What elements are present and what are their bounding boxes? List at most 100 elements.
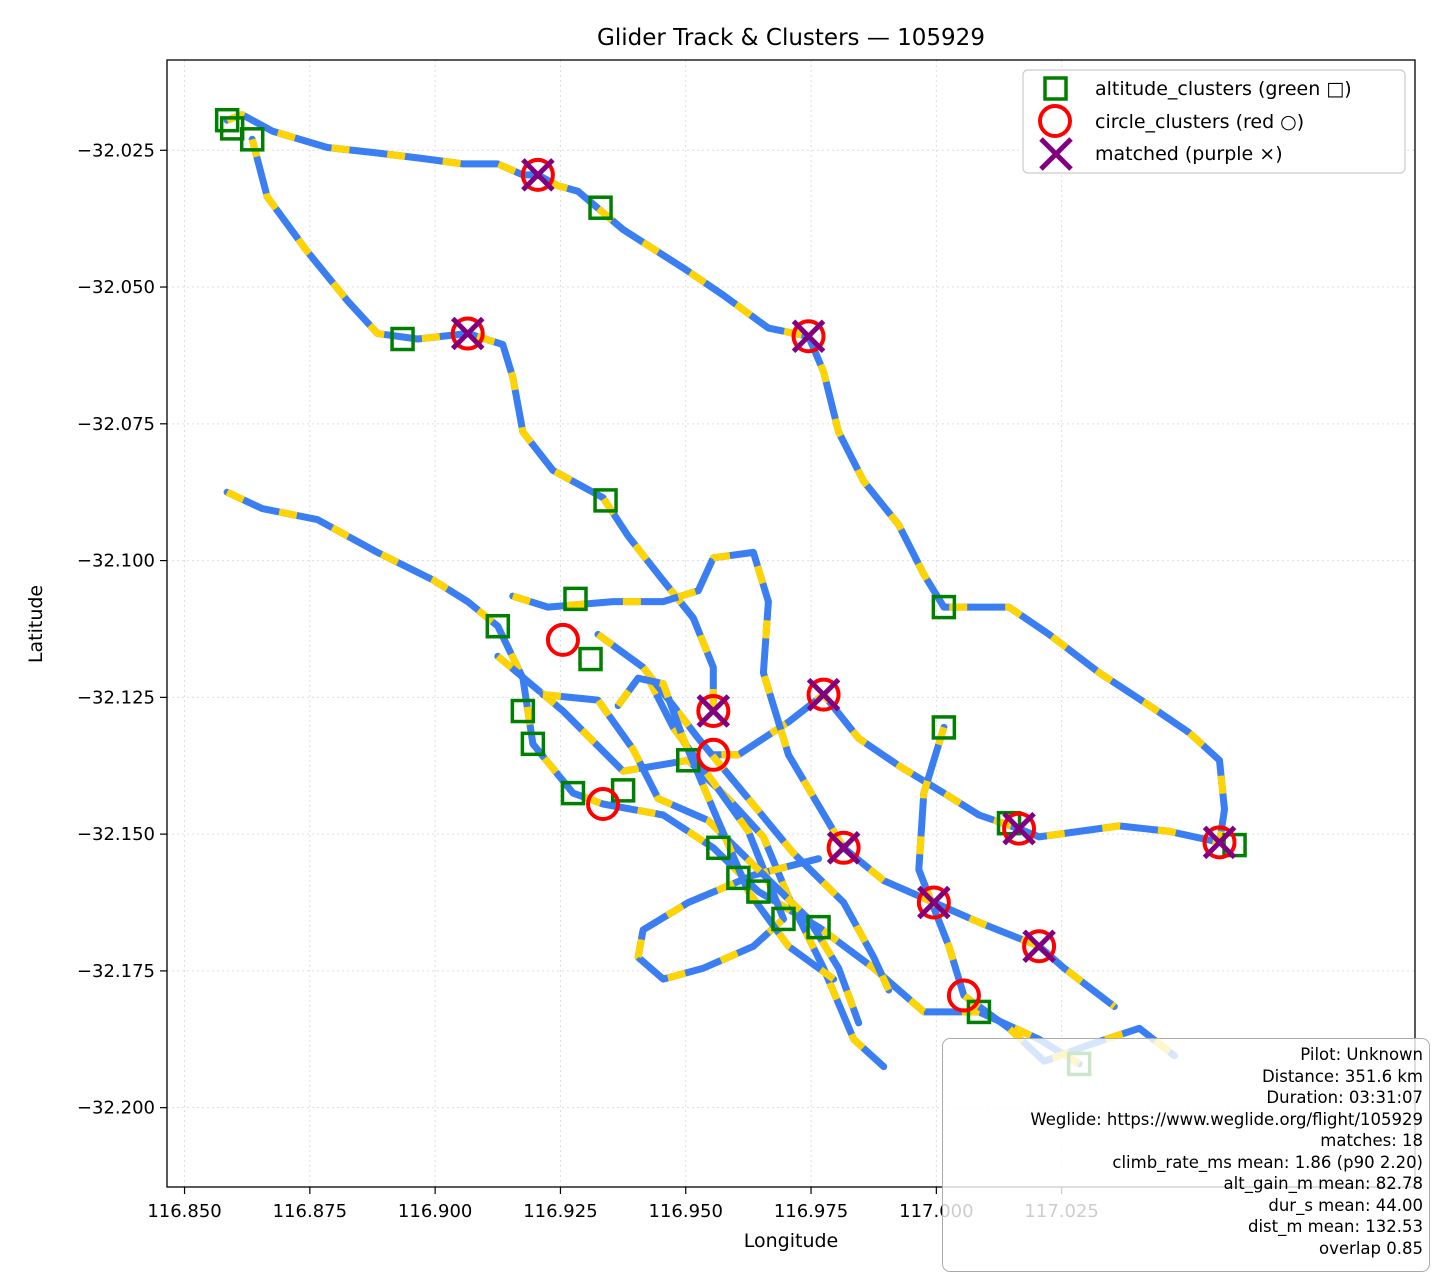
matched-marker bbox=[450, 316, 485, 351]
info-line: alt_gain_m mean: 82.78 bbox=[1223, 1174, 1423, 1193]
x-tick-label: 116.850 bbox=[147, 1201, 221, 1222]
matched-marker bbox=[696, 694, 731, 728]
altitude-cluster-marker bbox=[520, 731, 546, 757]
altitude-cluster-marker bbox=[746, 879, 771, 904]
altitude-cluster-marker bbox=[214, 107, 240, 133]
circle-cluster-marker bbox=[586, 787, 621, 822]
circle-cluster-marker bbox=[946, 978, 981, 1013]
info-line: Weglide: https://www.weglide.org/flight/… bbox=[1030, 1109, 1423, 1129]
altitude-cluster-marker bbox=[588, 195, 613, 220]
track-segment-highlight bbox=[542, 691, 862, 1025]
altitude-cluster-marker bbox=[806, 914, 831, 940]
altitude-cluster-marker bbox=[771, 906, 796, 932]
circle-cluster-marker bbox=[696, 694, 731, 729]
circle-cluster-marker bbox=[806, 677, 841, 712]
track bbox=[223, 111, 1228, 1071]
grid bbox=[167, 60, 1415, 1187]
matched-marker bbox=[917, 885, 951, 920]
track-segment bbox=[494, 652, 888, 1071]
track-segment-highlight bbox=[225, 111, 1228, 846]
matched-marker-stroke bbox=[826, 831, 861, 865]
y-tick-label: −32.125 bbox=[77, 687, 155, 708]
circle-cluster-marker bbox=[1202, 825, 1237, 860]
y-tick-label: −32.150 bbox=[77, 824, 155, 845]
info-line: Distance: 351.6 km bbox=[1261, 1066, 1423, 1086]
legend: altitude_clusters (green □) circle_clust… bbox=[1022, 69, 1406, 174]
matched-marker-stroke bbox=[521, 158, 555, 192]
altitude-cluster-marker bbox=[593, 488, 618, 513]
circle-cluster-marker bbox=[826, 830, 861, 865]
matched-marker-stroke bbox=[1202, 825, 1237, 860]
flight-info-box: Pilot: Unknown Distance: 351.6 km Durati… bbox=[942, 1038, 1430, 1272]
circle-cluster-marker bbox=[545, 622, 580, 657]
matched-marker bbox=[1202, 825, 1237, 860]
circle-cluster-marker bbox=[1022, 929, 1057, 964]
legend-label-altitude: altitude_clusters (green □) bbox=[1095, 78, 1352, 100]
altitude-cluster-marker bbox=[931, 594, 957, 620]
info-line: dur_s mean: 44.00 bbox=[1268, 1195, 1423, 1215]
circle-cluster-marker bbox=[916, 885, 951, 920]
matched-marker-stroke bbox=[1002, 811, 1036, 846]
x-tick-label: 116.875 bbox=[273, 1201, 347, 1222]
y-tick-label: −32.025 bbox=[77, 140, 155, 161]
altitude-cluster-marker bbox=[560, 780, 586, 806]
x-tick-label: 116.925 bbox=[523, 1201, 597, 1222]
circle-icon bbox=[1038, 104, 1072, 138]
x-tick-label: 116.975 bbox=[774, 1201, 848, 1222]
y-axis: −32.025 −32.050 −32.075 −32.100 −32.125 −32.1… bbox=[77, 140, 167, 1119]
circle-cluster-marker bbox=[520, 157, 555, 192]
track-segment bbox=[248, 135, 717, 715]
plot-frame bbox=[166, 59, 1416, 1188]
altitude-cluster-marker bbox=[510, 698, 536, 724]
info-line: Pilot: Unknown bbox=[1300, 1045, 1423, 1064]
info-line: dist_m mean: 132.53 bbox=[1247, 1217, 1423, 1236]
y-axis-label: Latitude bbox=[25, 585, 47, 663]
matched-marker bbox=[826, 831, 861, 865]
matched-marker bbox=[521, 158, 555, 192]
info-line: Duration: 03:31:07 bbox=[1266, 1088, 1423, 1107]
y-tick-label: −32.100 bbox=[77, 551, 155, 572]
info-line: matches: 18 bbox=[1320, 1131, 1423, 1150]
x-axis-label: Longitude bbox=[744, 1230, 839, 1252]
matched-marker bbox=[1002, 811, 1036, 846]
matched-marker-stroke bbox=[1022, 929, 1056, 964]
y-tick-label: −32.050 bbox=[77, 277, 155, 298]
altitude-cluster-marker bbox=[563, 586, 588, 612]
y-tick-label: −32.075 bbox=[77, 414, 155, 435]
track-segment-highlight bbox=[634, 676, 820, 983]
track-segment bbox=[509, 548, 1118, 1010]
matched-marker-stroke bbox=[696, 694, 731, 728]
altitude-cluster-marker bbox=[578, 646, 603, 672]
track-segment-highlight bbox=[915, 726, 1177, 1065]
track-segment-highlight bbox=[248, 138, 717, 711]
altitude-cluster-marker bbox=[931, 715, 957, 740]
matched-marker-stroke bbox=[791, 319, 826, 354]
x-tick-label: 116.900 bbox=[398, 1201, 472, 1222]
altitude-cluster-marker bbox=[390, 326, 415, 352]
track-segment-highlight bbox=[225, 489, 1082, 1067]
x-tick-label: 116.950 bbox=[649, 1201, 723, 1222]
chart-title: Glider Track & Clusters — 105929 bbox=[597, 25, 985, 51]
square-icon bbox=[1043, 76, 1068, 101]
track-segment bbox=[223, 488, 1083, 1068]
circle-cluster-marker bbox=[791, 319, 826, 354]
altitude-cluster-marker bbox=[485, 613, 511, 639]
legend-label-matched: matched (purple ×) bbox=[1095, 143, 1283, 165]
altitude-cluster-marker bbox=[706, 835, 731, 861]
matched-marker bbox=[791, 319, 826, 354]
track-segment-highlight bbox=[615, 674, 836, 982]
y-tick-label: −32.200 bbox=[77, 1098, 155, 1119]
legend-box bbox=[1022, 69, 1406, 174]
matched-marker-stroke bbox=[450, 316, 485, 351]
circle-cluster-marker bbox=[696, 737, 731, 772]
altitude-cluster-marker bbox=[996, 810, 1022, 836]
matched-marker bbox=[806, 677, 841, 712]
matched-marker-stroke bbox=[806, 677, 841, 712]
circle-cluster-marker bbox=[450, 316, 485, 351]
x-icon bbox=[1039, 137, 1073, 171]
y-tick-label: −32.175 bbox=[77, 961, 155, 982]
legend-label-circle: circle_clusters (red ○) bbox=[1095, 111, 1304, 133]
track-segment-highlight bbox=[495, 653, 887, 1070]
markers bbox=[214, 107, 1247, 1077]
